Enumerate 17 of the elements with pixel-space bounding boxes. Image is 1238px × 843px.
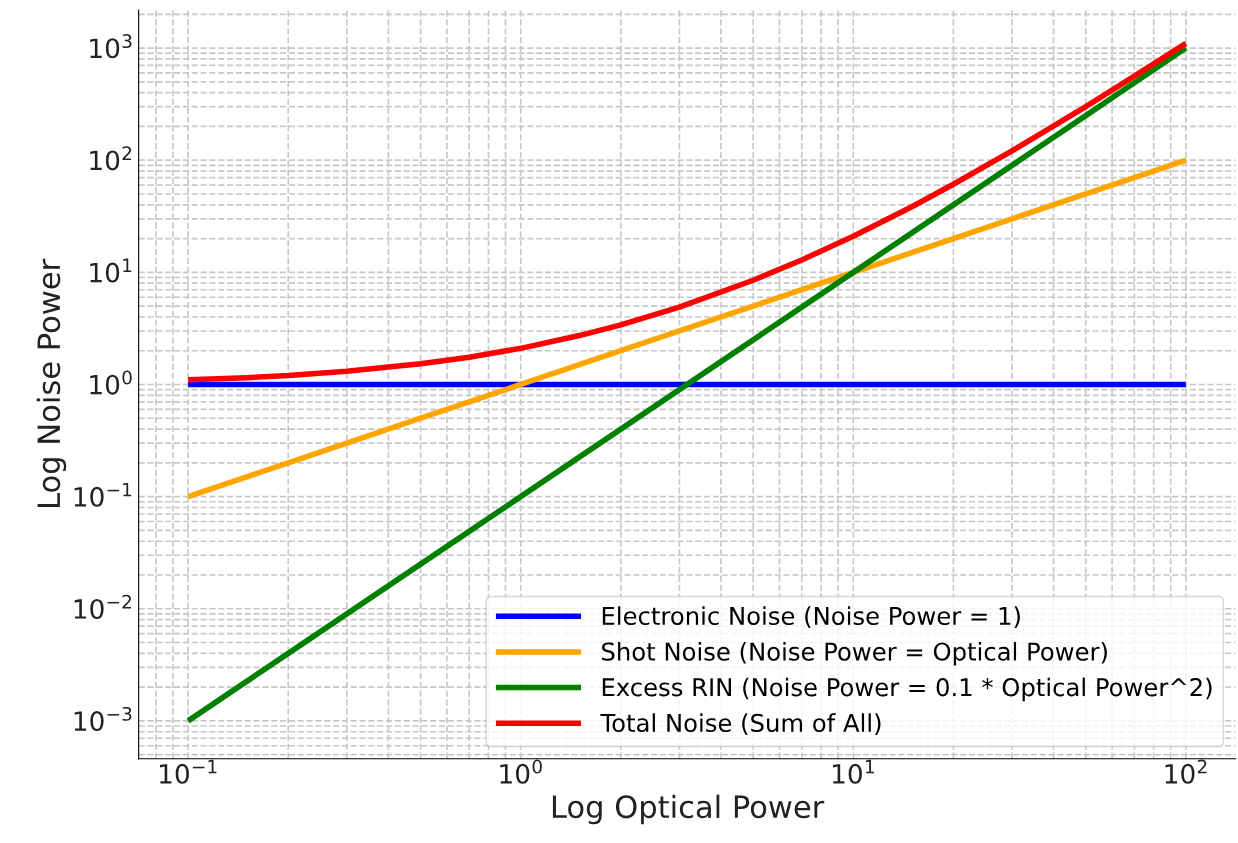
y-axis-title: Log Noise Power	[36, 258, 67, 507]
legend-label: Shot Noise (Noise Power = Optical Power)	[602, 641, 1107, 666]
x-axis-title: Log Optical Power	[552, 794, 825, 825]
x-tick-label: 10$^{1}$	[832, 759, 874, 784]
y-tick-label: 10$^{0}$	[90, 370, 132, 395]
y-tick-label: 10$^{−1}$	[74, 482, 132, 507]
x-tick-label: 10$^{0}$	[500, 759, 542, 784]
x-tick-label: 10$^{2}$	[1165, 759, 1207, 784]
legend-label: Excess RIN (Noise Power = 0.1 * Optical Power^2)	[602, 677, 1212, 702]
y-tick-label: 10$^{1}$	[90, 258, 132, 283]
x-tick-label: 10$^{−1}$	[160, 759, 217, 784]
y-tick-label: 10$^{−3}$	[74, 706, 132, 732]
y-tick-label: 10$^{3}$	[90, 34, 132, 59]
legend-label: Electronic Noise (Noise Power = 1)	[602, 606, 1020, 628]
y-tick-label: 10$^{2}$	[90, 146, 132, 171]
legend-label: Total Noise (Sum of All)	[600, 713, 881, 735]
y-tick-label: 10$^{−2}$	[74, 594, 131, 619]
